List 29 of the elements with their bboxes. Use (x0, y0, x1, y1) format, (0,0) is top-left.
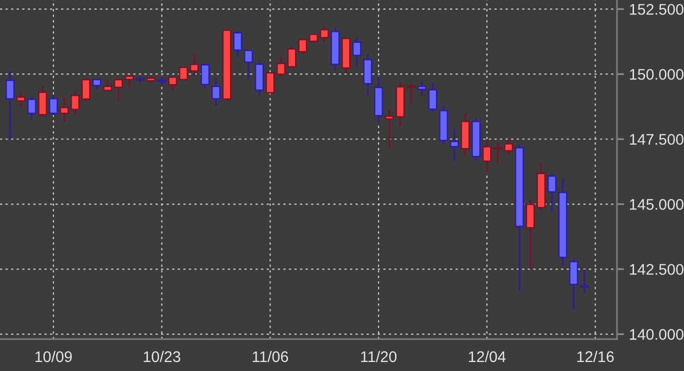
candlestick (5, 70, 15, 140)
candlestick (569, 258, 578, 310)
candlestick (580, 268, 590, 294)
x-tick-label: 12/16 (577, 350, 614, 362)
candlestick (320, 24, 329, 44)
candlestick (157, 75, 166, 87)
candlestick (211, 78, 221, 106)
candlestick (81, 78, 91, 103)
candlestick (48, 94, 58, 116)
candlestick (352, 36, 362, 68)
candlestick (450, 128, 460, 162)
y-tick-label: 142.500 (630, 264, 684, 275)
x-tick-label: 11/20 (361, 350, 397, 362)
candlestick (38, 85, 48, 118)
y-tick-label: 140.000 (630, 329, 684, 340)
x-tick-label: 12/04 (468, 350, 506, 362)
y-tick-label: 150.000 (630, 68, 684, 80)
x-tick-label: 10/23 (144, 350, 180, 362)
candlestick (103, 80, 112, 92)
x-tick-label: 11/06 (252, 350, 288, 362)
candlestick (16, 91, 26, 108)
candlestick (92, 78, 102, 90)
candlestick (27, 96, 36, 120)
y-tick-label: 152.500 (630, 4, 684, 15)
x-tick-label: 10/09 (35, 350, 72, 362)
y-tick-label: 145.000 (630, 199, 684, 210)
candlestick (168, 76, 178, 92)
candlestick (200, 62, 210, 89)
y-tick-label: 147.500 (630, 134, 684, 145)
